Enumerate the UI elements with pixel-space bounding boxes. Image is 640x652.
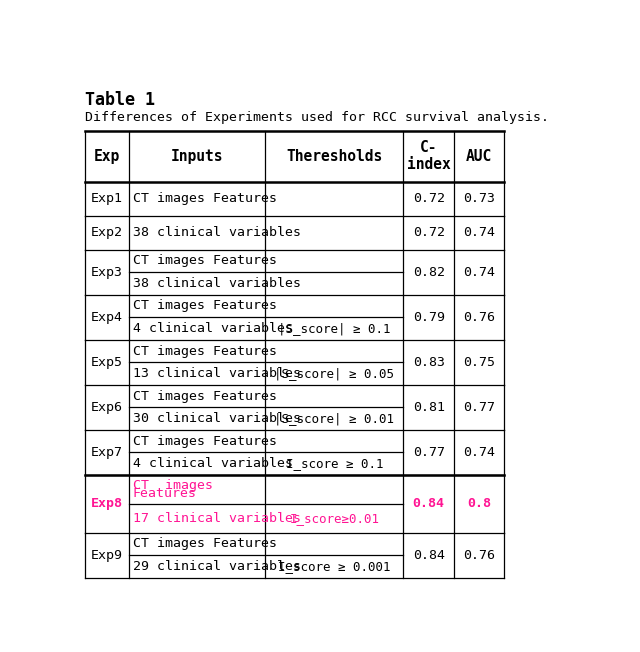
- Text: 0.77: 0.77: [463, 401, 495, 414]
- Text: 0.74: 0.74: [463, 266, 495, 278]
- Text: 29 clinical variables: 29 clinical variables: [133, 560, 301, 573]
- Text: 0.79: 0.79: [413, 311, 445, 324]
- Text: 0.72: 0.72: [413, 192, 445, 205]
- Text: Inputs: Inputs: [171, 149, 223, 164]
- Text: Theresholds: Theresholds: [286, 149, 383, 164]
- Text: 0.82: 0.82: [413, 266, 445, 278]
- Text: I_score≥0.01: I_score≥0.01: [289, 512, 380, 525]
- Text: 30 clinical variables: 30 clinical variables: [133, 412, 301, 425]
- Text: 0.8: 0.8: [467, 497, 491, 511]
- Text: CT images Features: CT images Features: [133, 390, 277, 403]
- Text: AUC: AUC: [466, 149, 492, 164]
- Text: |S_score| ≥ 0.1: |S_score| ≥ 0.1: [278, 322, 390, 335]
- Text: CT images Features: CT images Features: [133, 537, 277, 550]
- Text: |S_score| ≥ 0.05: |S_score| ≥ 0.05: [275, 367, 394, 380]
- Text: Exp2: Exp2: [91, 226, 123, 239]
- Text: CT images Features: CT images Features: [133, 299, 277, 312]
- Text: CT images Features: CT images Features: [133, 192, 277, 205]
- Text: 13 clinical variables: 13 clinical variables: [133, 367, 301, 380]
- Text: Differences of Experiments used for RCC survival analysis.: Differences of Experiments used for RCC …: [85, 111, 549, 124]
- Text: I_score ≥ 0.1: I_score ≥ 0.1: [285, 457, 383, 470]
- Text: 0.76: 0.76: [463, 311, 495, 324]
- Text: 17 clinical variables: 17 clinical variables: [133, 512, 301, 525]
- Text: Exp: Exp: [94, 149, 120, 164]
- Text: CT images Features: CT images Features: [133, 344, 277, 357]
- Text: Exp1: Exp1: [91, 192, 123, 205]
- Text: Exp7: Exp7: [91, 446, 123, 459]
- Text: 0.76: 0.76: [463, 549, 495, 562]
- Text: CT images Features: CT images Features: [133, 435, 277, 448]
- Text: 4 clinical variables: 4 clinical variables: [133, 457, 293, 470]
- Text: 0.84: 0.84: [413, 549, 445, 562]
- Text: 0.75: 0.75: [463, 356, 495, 369]
- Text: 0.81: 0.81: [413, 401, 445, 414]
- Text: 38 clinical variables: 38 clinical variables: [133, 277, 301, 290]
- Text: 0.74: 0.74: [463, 446, 495, 459]
- Text: 0.77: 0.77: [413, 446, 445, 459]
- Text: 0.84: 0.84: [413, 497, 445, 511]
- Text: 0.83: 0.83: [413, 356, 445, 369]
- Text: Exp8: Exp8: [91, 497, 123, 511]
- Text: |S_score| ≥ 0.01: |S_score| ≥ 0.01: [275, 412, 394, 425]
- Text: Features: Features: [133, 486, 197, 499]
- Text: Exp4: Exp4: [91, 311, 123, 324]
- Text: Exp9: Exp9: [91, 549, 123, 562]
- Text: Table 1: Table 1: [85, 91, 155, 109]
- Text: Exp3: Exp3: [91, 266, 123, 278]
- Text: 0.73: 0.73: [463, 192, 495, 205]
- Text: I_score ≥ 0.001: I_score ≥ 0.001: [278, 560, 390, 573]
- Text: Exp6: Exp6: [91, 401, 123, 414]
- Text: 4 clinical variables: 4 clinical variables: [133, 322, 293, 335]
- Text: CT images Features: CT images Features: [133, 254, 277, 267]
- Text: 0.74: 0.74: [463, 226, 495, 239]
- Text: CT  images: CT images: [133, 479, 213, 492]
- Text: 0.72: 0.72: [413, 226, 445, 239]
- Text: C-
index: C- index: [407, 140, 451, 172]
- Text: Exp5: Exp5: [91, 356, 123, 369]
- Text: 38 clinical variables: 38 clinical variables: [133, 226, 301, 239]
